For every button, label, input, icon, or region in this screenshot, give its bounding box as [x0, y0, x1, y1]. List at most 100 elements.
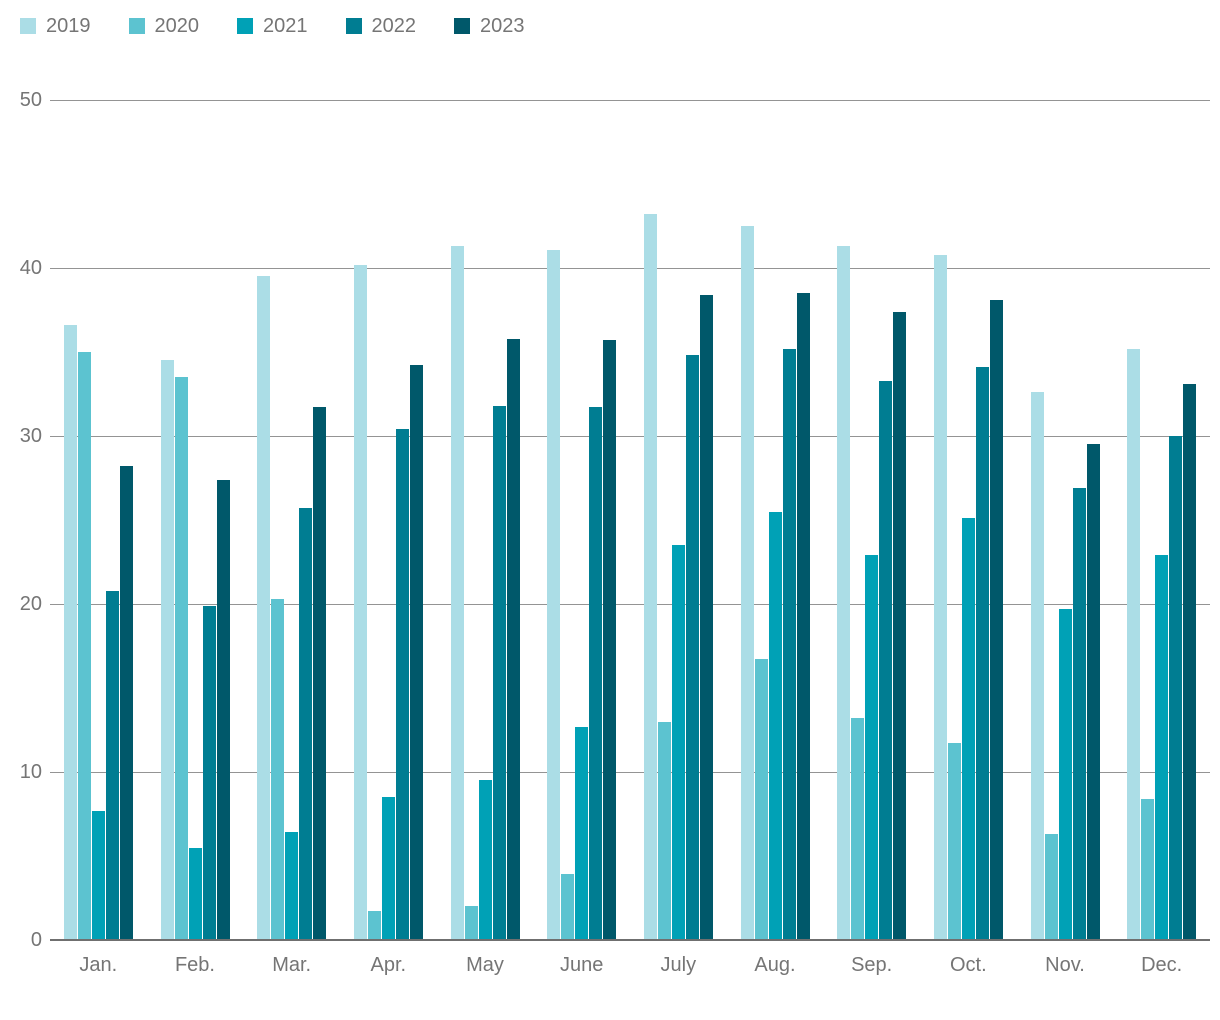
bar-2023-Jan	[119, 466, 133, 940]
x-axis-label-June: June	[559, 954, 604, 976]
bar-2022-Feb	[202, 605, 216, 940]
legend-swatch-icon	[345, 18, 362, 34]
bar-2019-Feb	[160, 360, 174, 940]
bar-2019-Apr	[353, 264, 367, 940]
x-axis-label-Dec: Dec.	[1141, 954, 1183, 976]
legend-swatch-icon	[454, 18, 470, 34]
bar-2023-Dec	[1183, 383, 1197, 940]
bar-2022-Dec	[1169, 436, 1183, 940]
bar-2023-June	[603, 340, 617, 940]
bar-2019-July	[643, 214, 657, 940]
legend-item-2023[interactable]: 2023	[454, 16, 525, 36]
legend-label: 2022	[371, 15, 417, 37]
bar-2021-Aug	[768, 511, 782, 940]
bar-2023-Feb	[216, 479, 230, 940]
gridline-y-50	[50, 100, 1210, 101]
x-axis-baseline	[50, 939, 1210, 941]
bar-2020-Oct	[947, 743, 961, 940]
bar-2022-Apr	[395, 429, 409, 940]
bar-2021-Dec	[1155, 555, 1169, 940]
bar-2019-Dec	[1127, 348, 1141, 940]
bar-2020-Dec	[1141, 798, 1155, 940]
legend-label: 2019	[46, 15, 91, 37]
gridline-y-30	[50, 436, 1210, 437]
bar-2019-Aug	[740, 226, 754, 940]
x-axis-label-July: July	[660, 954, 697, 976]
gridline-y-40	[50, 268, 1210, 269]
legend-label: 2020	[154, 15, 200, 37]
gridline-y-10	[50, 772, 1210, 773]
bar-2022-Sep	[879, 380, 893, 940]
bar-2022-Oct	[975, 367, 989, 940]
bar-2021-Oct	[961, 518, 975, 940]
bar-2022-Aug	[782, 348, 796, 940]
x-axis-label-Jan: Jan.	[79, 954, 118, 976]
bar-2022-Mar	[299, 508, 313, 940]
legend-swatch-icon	[20, 18, 36, 34]
gridline-y-20	[50, 604, 1210, 605]
bar-2021-Apr	[381, 797, 395, 940]
bar-2019-Oct	[933, 254, 947, 940]
bar-2023-Oct	[989, 299, 1003, 940]
bar-2021-July	[671, 545, 685, 940]
bar-2021-Mar	[285, 832, 299, 940]
bar-2021-June	[575, 726, 589, 940]
bar-2019-May	[450, 246, 464, 940]
bar-2023-Sep	[893, 311, 907, 940]
x-axis-label-Mar: Mar.	[272, 954, 312, 976]
bar-2020-Nov	[1044, 834, 1058, 940]
bar-2022-May	[492, 405, 506, 940]
x-axis-label-May: May	[466, 954, 504, 976]
legend-swatch-icon	[128, 18, 145, 34]
y-axis-tick-label: 40	[19, 257, 42, 279]
bar-2021-Sep	[865, 555, 879, 940]
x-axis-label-Oct: Oct.	[949, 954, 987, 976]
chart-legend: 2019 2020 2021 2022 2023	[20, 16, 525, 36]
legend-item-2022[interactable]: 2022	[345, 15, 417, 37]
y-axis-tick-label: 20	[19, 593, 42, 615]
bar-2020-Jan	[77, 352, 91, 940]
x-axis-label-Nov: Nov.	[1045, 954, 1085, 976]
x-axis-label-Sep: Sep.	[851, 954, 893, 976]
y-axis-tick-label: 50	[19, 89, 42, 111]
y-axis-tick-label: 0	[30, 929, 42, 951]
bar-2023-Nov	[1086, 444, 1100, 940]
x-axis-label-Aug: Aug.	[754, 954, 796, 976]
y-axis-tick-label: 30	[19, 425, 42, 447]
bar-2020-Apr	[367, 911, 381, 940]
legend-label: 2021	[263, 15, 308, 37]
legend-label: 2023	[480, 15, 525, 37]
bar-2023-July	[699, 294, 713, 940]
legend-swatch-icon	[237, 18, 253, 34]
bar-2020-Mar	[271, 598, 285, 940]
bar-2021-Feb	[188, 847, 202, 940]
legend-item-2019[interactable]: 2019	[20, 16, 91, 36]
bar-2020-July	[657, 721, 671, 940]
bar-2019-Mar	[257, 276, 271, 940]
bar-2021-Nov	[1058, 609, 1072, 940]
legend-item-2020[interactable]: 2020	[128, 15, 200, 37]
bar-2020-June	[561, 874, 575, 940]
x-axis-label-Feb: Feb.	[174, 954, 215, 976]
bar-2023-Aug	[796, 293, 810, 940]
y-axis-tick-label: 10	[19, 761, 42, 783]
legend-item-2021[interactable]: 2021	[237, 16, 308, 36]
bar-2020-Aug	[754, 659, 768, 940]
bar-2022-July	[685, 355, 699, 940]
x-axis-label-Apr: Apr.	[370, 954, 407, 976]
bar-2022-Nov	[1072, 488, 1086, 940]
bar-2019-Nov	[1030, 392, 1044, 940]
bar-2023-May	[506, 338, 520, 940]
bar-2019-June	[547, 249, 561, 940]
bar-2020-May	[464, 906, 478, 940]
bar-2019-Sep	[837, 246, 851, 940]
bar-2020-Sep	[851, 718, 865, 940]
bar-2021-May	[478, 780, 492, 940]
bar-2022-Jan	[105, 590, 119, 940]
bar-2023-Mar	[313, 407, 327, 940]
bar-2021-Jan	[91, 810, 105, 940]
bar-2020-Feb	[174, 377, 188, 940]
bar-2022-June	[589, 407, 603, 940]
bar-2023-Apr	[409, 365, 423, 940]
